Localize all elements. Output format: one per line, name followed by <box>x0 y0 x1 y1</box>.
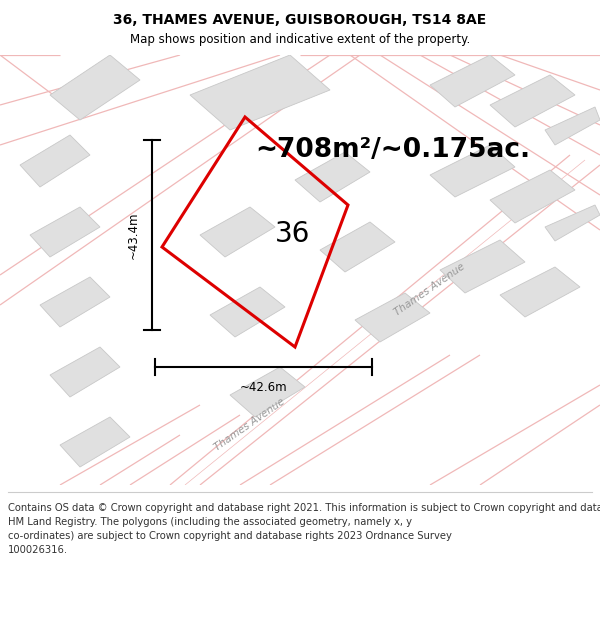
Text: 36, THAMES AVENUE, GUISBOROUGH, TS14 8AE: 36, THAMES AVENUE, GUISBOROUGH, TS14 8AE <box>113 13 487 27</box>
Text: ~708m²/~0.175ac.: ~708m²/~0.175ac. <box>255 137 530 163</box>
Polygon shape <box>40 277 110 327</box>
Polygon shape <box>320 222 395 272</box>
Polygon shape <box>355 293 430 342</box>
Polygon shape <box>30 207 100 257</box>
Polygon shape <box>50 347 120 397</box>
Polygon shape <box>500 267 580 317</box>
Text: 36: 36 <box>275 220 310 248</box>
Polygon shape <box>545 205 600 241</box>
Polygon shape <box>430 55 515 107</box>
Text: Thames Avenue: Thames Avenue <box>393 262 467 318</box>
Polygon shape <box>190 55 330 130</box>
Polygon shape <box>490 170 575 223</box>
Text: ~42.6m: ~42.6m <box>239 381 287 394</box>
Polygon shape <box>230 367 305 417</box>
Text: Contains OS data © Crown copyright and database right 2021. This information is : Contains OS data © Crown copyright and d… <box>8 503 600 555</box>
Text: Map shows position and indicative extent of the property.: Map shows position and indicative extent… <box>130 33 470 46</box>
Polygon shape <box>60 417 130 467</box>
Polygon shape <box>20 135 90 187</box>
Text: Thames Avenue: Thames Avenue <box>213 397 287 453</box>
Polygon shape <box>200 207 275 257</box>
Polygon shape <box>210 287 285 337</box>
Polygon shape <box>490 75 575 127</box>
Polygon shape <box>430 145 515 197</box>
Polygon shape <box>440 240 525 293</box>
Text: ~43.4m: ~43.4m <box>127 211 140 259</box>
Polygon shape <box>295 152 370 202</box>
Polygon shape <box>545 107 600 145</box>
Polygon shape <box>50 55 140 120</box>
